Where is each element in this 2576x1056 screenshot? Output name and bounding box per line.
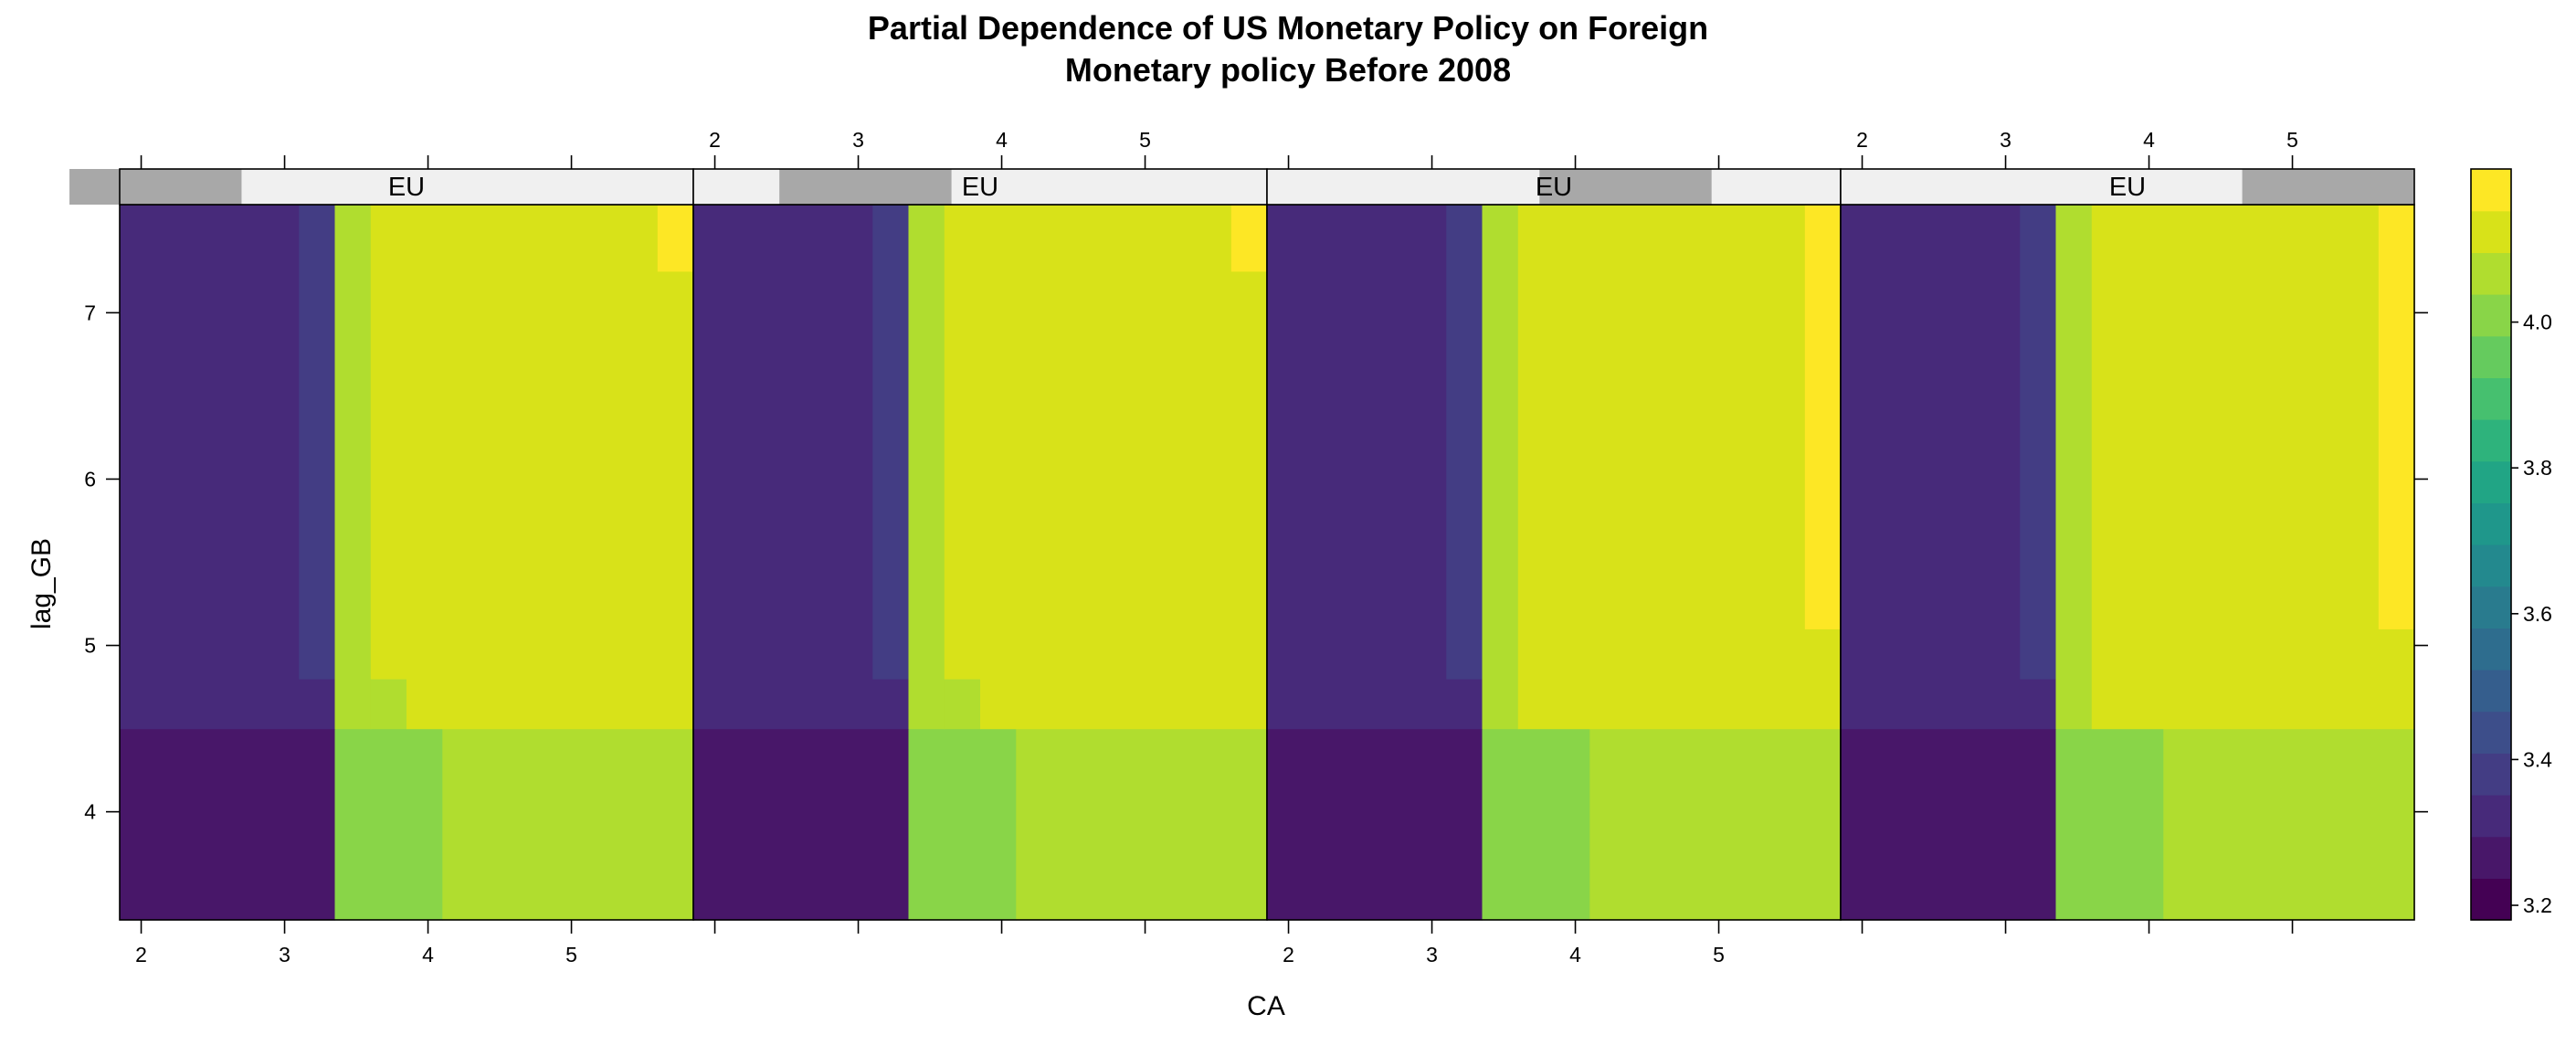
- heatmap-cell: [1589, 728, 1842, 921]
- colorbar-swatch: [2471, 169, 2511, 212]
- colorbar-tick-label: 3.6: [2523, 602, 2552, 626]
- strip-range-indicator: [1539, 169, 1712, 205]
- panel-1: EU 2 3 4 5: [69, 155, 694, 966]
- heatmap-cell: [1482, 728, 1590, 921]
- colorbar-swatch: [2471, 628, 2511, 671]
- strip-range-indicator: [69, 169, 242, 205]
- x-tick-label: 5: [1713, 943, 1725, 966]
- colorbar-swatch: [2471, 210, 2511, 253]
- x-tick-label: 3: [279, 943, 290, 966]
- heatmap-cell: [334, 728, 443, 921]
- colorbar-swatch: [2471, 878, 2511, 921]
- panel-2: EU 2 3 4 5: [692, 128, 1268, 934]
- y-axis-title: lag_GB: [26, 538, 57, 629]
- heatmap-cell: [908, 728, 1017, 921]
- colorbar-swatch: [2471, 586, 2511, 628]
- heatmap-cell: [944, 679, 981, 730]
- heatmap-cell: [1482, 205, 1519, 730]
- heatmap-cell: [2091, 205, 2415, 730]
- x-tick-label: 3: [2000, 128, 2011, 152]
- x-tick-label: 5: [1139, 128, 1151, 152]
- heatmap-cell: [1804, 205, 1842, 629]
- heatmap-cell: [334, 205, 372, 730]
- colorbar-swatch: [2471, 460, 2511, 503]
- colorbar-swatch: [2471, 335, 2511, 378]
- strip-label: EU: [1536, 173, 1572, 202]
- x-tick-label: 5: [2286, 128, 2298, 152]
- heatmap-cell: [2163, 728, 2415, 921]
- x-tick-label: 5: [565, 943, 577, 966]
- colorbar-swatch: [2471, 294, 2511, 337]
- strip-label: EU: [2109, 173, 2146, 202]
- heatmap-cell: [872, 205, 910, 680]
- y-axis: 4 5 6 7: [84, 301, 2428, 824]
- heatmap-cell: [120, 728, 336, 921]
- panel-4: EU 2 3 4 5: [1840, 128, 2415, 934]
- x-tick-label: 3: [1426, 943, 1438, 966]
- heatmap-cell: [1841, 728, 2057, 921]
- heatmap-cell: [370, 205, 694, 680]
- heatmap-cell: [1446, 205, 1483, 680]
- heatmap-cell: [980, 679, 1268, 730]
- strip-range-indicator: [2242, 169, 2414, 205]
- x-tick-label: 2: [135, 943, 147, 966]
- heatmap-cell: [442, 728, 694, 921]
- x-tick-label: 4: [2143, 128, 2155, 152]
- colorbar-tick-label: 3.4: [2523, 747, 2552, 771]
- colorbar-swatch: [2471, 753, 2511, 796]
- colorbar-swatch: [2471, 836, 2511, 879]
- y-tick-label: 6: [84, 467, 96, 491]
- x-tick-label: 3: [852, 128, 864, 152]
- strip-label: EU: [388, 173, 425, 202]
- heatmap-cell: [370, 679, 407, 730]
- heatmap-cell: [657, 205, 694, 272]
- colorbar: 3.2 3.4 3.6 3.8 4.0: [2470, 168, 2552, 921]
- x-tick-label: 4: [996, 128, 1008, 152]
- heatmap-cell: [2055, 205, 2093, 730]
- colorbar-swatch: [2471, 544, 2511, 587]
- y-tick-label: 4: [84, 800, 96, 824]
- x-tick-label: 2: [1283, 943, 1294, 966]
- heatmap-cell: [1016, 728, 1268, 921]
- x-tick-label: 2: [1856, 128, 1868, 152]
- colorbar-tick-label: 4.0: [2523, 311, 2552, 334]
- colorbar-swatch: [2471, 795, 2511, 838]
- colorbar-tick-label: 3.8: [2523, 456, 2552, 480]
- y-tick-label: 7: [84, 301, 96, 324]
- heatmap-cell: [406, 679, 694, 730]
- colorbar-swatch: [2471, 670, 2511, 713]
- heatmap-cell: [299, 205, 336, 680]
- strip-frame: [1840, 168, 2415, 206]
- chart-title-line-2: Monetary policy Before 2008: [1065, 51, 1511, 89]
- x-tick-label: 4: [1569, 943, 1581, 966]
- colorbar-swatch: [2471, 419, 2511, 462]
- heatmap-cell: [693, 728, 910, 921]
- plot-area: EU 2 3 4 5 EU 2 3 4 5 EU 2 3 4 5 EU 2 3 4 5 4 5 6 7: [69, 128, 2428, 966]
- colorbar-swatch: [2471, 252, 2511, 295]
- colorbar-swatch: [2471, 377, 2511, 420]
- strip-range-indicator: [779, 169, 952, 205]
- heatmap-cell: [944, 205, 1268, 680]
- heatmap-cell: [2378, 205, 2415, 629]
- heatmap-cell: [1267, 728, 1483, 921]
- y-tick-label: 5: [84, 634, 96, 658]
- chart-title-line-1: Partial Dependence of US Monetary Policy…: [868, 9, 1708, 47]
- colorbar-frame: [2470, 168, 2512, 921]
- colorbar-swatch: [2471, 711, 2511, 754]
- panel-3: EU 2 3 4 5: [1266, 155, 1842, 966]
- colorbar-tick-label: 3.2: [2523, 893, 2552, 917]
- colorbar-swatch: [2471, 502, 2511, 545]
- heatmap-cell: [1230, 205, 1268, 272]
- strip-label: EU: [962, 173, 998, 202]
- x-tick-label: 4: [422, 943, 434, 966]
- heatmap-cell: [1517, 205, 1842, 730]
- heatmap-cell: [908, 205, 945, 730]
- heatmap-cell: [2055, 728, 2164, 921]
- x-axis-title: CA: [1247, 991, 1285, 1021]
- heatmap-cell: [2020, 205, 2057, 680]
- x-tick-label: 2: [709, 128, 721, 152]
